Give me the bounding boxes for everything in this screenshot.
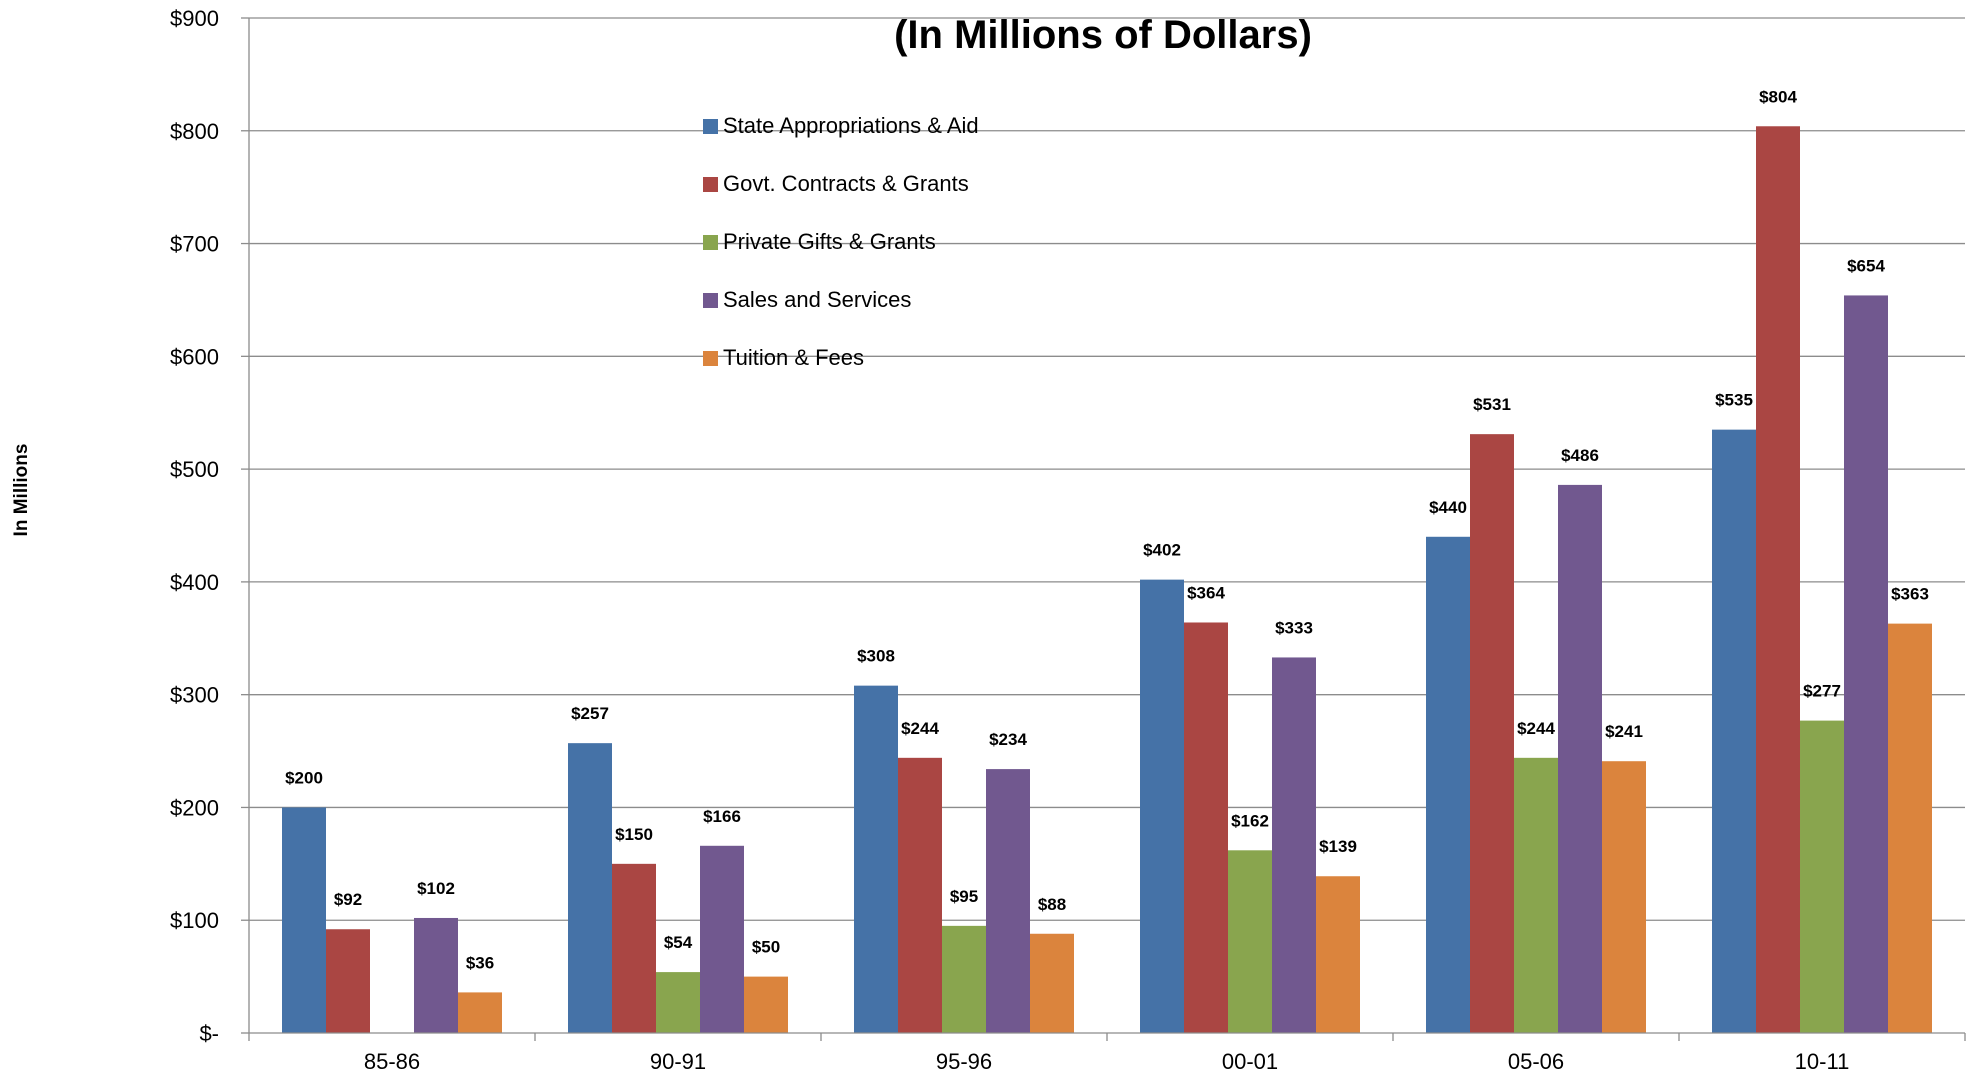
data-label: $50 <box>752 938 780 957</box>
x-tick-label: 90-91 <box>650 1049 706 1074</box>
bar <box>1558 484 1602 1033</box>
data-label: $440 <box>1429 498 1467 517</box>
x-tick-label: 00-01 <box>1222 1049 1278 1074</box>
legend-swatch <box>703 177 718 192</box>
y-tick-label: $400 <box>170 570 219 595</box>
data-label: $241 <box>1605 722 1643 741</box>
y-tick-label: $- <box>199 1021 219 1046</box>
y-tick-label: $200 <box>170 795 219 820</box>
legend-label: State Appropriations & Aid <box>723 113 979 138</box>
bar <box>1228 850 1272 1033</box>
bar <box>854 685 898 1033</box>
data-label: $364 <box>1187 583 1225 602</box>
data-label: $88 <box>1038 895 1066 914</box>
bar <box>282 807 326 1033</box>
bar <box>1514 757 1558 1033</box>
bar <box>1030 933 1074 1033</box>
chart-title: (In Millions of Dollars) <box>894 13 1312 57</box>
data-label: $257 <box>571 704 609 723</box>
gridlines <box>249 17 1965 921</box>
bar <box>1756 126 1800 1034</box>
data-label: $166 <box>703 807 741 826</box>
bar <box>898 757 942 1033</box>
data-label: $102 <box>417 879 455 898</box>
bar <box>326 929 370 1033</box>
bar <box>414 917 458 1033</box>
y-tick-label: $800 <box>170 119 219 144</box>
bar <box>1140 579 1184 1033</box>
data-label: $654 <box>1847 256 1885 275</box>
bar <box>612 863 656 1033</box>
data-label: $308 <box>857 647 895 666</box>
data-label: $531 <box>1473 395 1511 414</box>
bar <box>458 992 502 1033</box>
legend-label: Sales and Services <box>723 287 911 312</box>
data-label: $333 <box>1275 618 1313 637</box>
legend-label: Tuition & Fees <box>723 345 864 370</box>
legend-swatch <box>703 293 718 308</box>
data-label: $277 <box>1803 682 1841 701</box>
bar <box>656 972 700 1033</box>
y-axis-ticks: $- $100 $200 $300 $400 $500 $600 $700 $800 $900 <box>170 6 249 1046</box>
bar <box>1800 720 1844 1033</box>
data-label: $162 <box>1231 811 1269 830</box>
data-label: $200 <box>285 768 323 787</box>
x-tick-label: 10-11 <box>1795 1049 1850 1074</box>
data-label: $402 <box>1143 541 1181 560</box>
y-tick-label: $900 <box>170 6 219 31</box>
bar <box>568 743 612 1033</box>
bar <box>1316 876 1360 1033</box>
y-tick-label: $300 <box>170 683 219 708</box>
legend-label: Govt. Contracts & Grants <box>723 171 969 196</box>
data-label: $36 <box>466 953 494 972</box>
bar <box>1184 622 1228 1033</box>
y-tick-label: $100 <box>170 908 219 933</box>
data-label: $54 <box>664 933 693 952</box>
data-label: $486 <box>1561 446 1599 465</box>
y-tick-label: $700 <box>170 232 219 257</box>
bars <box>282 126 1932 1034</box>
bar <box>1426 536 1470 1033</box>
bar <box>744 976 788 1033</box>
data-label: $804 <box>1759 87 1797 106</box>
bar <box>1712 429 1756 1033</box>
data-label: $95 <box>950 887 978 906</box>
data-labels: $200 $257 $308 $402 $440 $535 $92 $150 $244 $364 $… <box>285 87 1929 972</box>
bar <box>1888 623 1932 1033</box>
data-label: $244 <box>901 719 939 738</box>
x-tick-label: 85-86 <box>364 1049 420 1074</box>
data-label: $535 <box>1715 391 1753 410</box>
legend-swatch <box>703 351 718 366</box>
data-label: $92 <box>334 890 362 909</box>
bar <box>700 845 744 1033</box>
data-label: $363 <box>1891 585 1929 604</box>
legend: State Appropriations & Aid Govt. Contract… <box>703 113 979 370</box>
y-axis-label: In Millions <box>11 444 32 537</box>
bar <box>1602 761 1646 1033</box>
bar <box>1844 295 1888 1033</box>
data-label: $244 <box>1517 719 1555 738</box>
legend-label: Private Gifts & Grants <box>723 229 936 254</box>
data-label: $234 <box>989 730 1027 749</box>
legend-swatch <box>703 119 718 134</box>
data-label: $139 <box>1319 837 1357 856</box>
y-tick-label: $600 <box>170 344 219 369</box>
data-label: $150 <box>615 825 653 844</box>
bar <box>1272 657 1316 1033</box>
y-tick-label: $500 <box>170 457 219 482</box>
x-axis: 85-86 90-91 95-96 00-01 05-06 10-11 <box>248 18 1966 1074</box>
legend-swatch <box>703 235 718 250</box>
x-tick-label: 95-96 <box>936 1049 992 1074</box>
bar <box>1470 434 1514 1033</box>
bar <box>986 769 1030 1033</box>
x-tick-label: 05-06 <box>1508 1049 1564 1074</box>
bar <box>942 925 986 1033</box>
